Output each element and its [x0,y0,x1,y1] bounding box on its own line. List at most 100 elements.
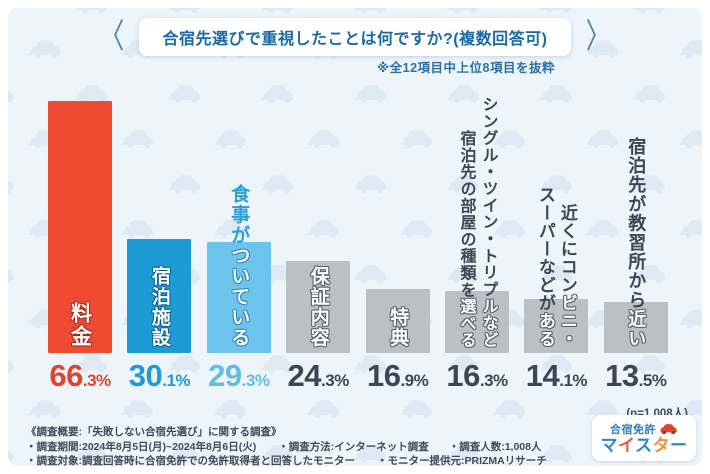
car-icon [307,400,339,419]
bar [286,261,351,353]
percent-decimal: .5% [638,371,667,390]
car-icon [586,220,618,239]
subtitle-note: ※全12項目中上位8項目を抜粋 [376,61,555,75]
car-icon [168,355,200,374]
car-icon [8,179,14,194]
bar [445,291,509,353]
logo-char: イ [618,436,635,455]
car-icon [354,445,386,464]
bar-label-segment: 料金 [68,302,92,348]
bar-label-segment: 近い [626,309,647,348]
car-icon [8,359,14,374]
car-icon [447,265,479,284]
percent-integer: 14 [525,358,560,393]
car-icon [354,175,386,194]
logo-char: マ [600,436,618,455]
bar-label: 宿泊先が教習所から近い [604,137,668,348]
car-icon [633,355,665,374]
bar-label-segment: 宿泊施設 [148,266,170,348]
car-icon [214,220,246,239]
bar-chart: 料金 66.3% 宿泊施設 30.1% 食事がついている 29.3% 保証内容 24.3% 特典… [8,8,702,466]
car-icon [493,220,525,239]
car-icon [493,400,525,419]
percent-integer: 66 [49,358,83,393]
percent-integer: 16 [366,358,401,393]
car-icon [8,89,14,104]
bar-label-segment: スーパーなどが [535,186,555,312]
bar [206,242,271,353]
car-icon [447,175,479,194]
bar-label-segment: ビニ・ [557,294,577,348]
car-icon [168,85,200,104]
bar-label-segment: ついている [228,245,250,349]
bar-label-column: 近くにコンビニ・ [557,204,578,348]
car-icon [447,355,479,374]
car-icon [168,175,200,194]
footer-text: ・調査期間:2024年8月5日(月)~2024年8月6日(火) [26,440,257,453]
car-icon [121,220,153,239]
percent-decimal: .9% [400,371,429,390]
car-icon [447,8,479,14]
car-icon [633,8,665,14]
car-icon [307,130,339,149]
bar-percent: 14.1% [516,358,596,394]
car-icon [679,130,702,149]
bar-label-segment: 保証内容 [307,266,329,348]
header: 〈 合宿先選びで重視したことは何ですか?(複数回答可) 〉 [8,18,702,56]
percent-integer: 29 [208,358,242,393]
bar-percent: 24.3% [278,358,358,394]
car-icon [168,8,200,14]
car-icon [75,8,107,14]
logo-char: ー [670,436,688,455]
percent-integer: 30 [128,358,163,393]
car-icon [354,265,386,284]
bar-label-segment: 宿泊先の部屋の種類を [457,129,475,298]
car-icon [354,85,386,104]
car-icon [28,40,60,59]
car-icon [8,449,14,464]
percent-integer: 13 [605,358,639,393]
logo-title-main: マイスター [601,437,688,455]
car-icon [540,85,572,104]
percent-decimal: .1% [162,371,191,390]
car-icon [214,400,246,419]
car-icon [75,355,107,374]
chevron-right-icon: 〉 [586,18,611,56]
footer-text: ・調査人数:1,008人 [448,440,542,453]
bar-percent: 13.5% [596,358,676,394]
car-icon [121,130,153,149]
car-icon [261,175,293,194]
bar-label-segment: ある [535,312,555,348]
car-icon [261,8,293,14]
car-icon [261,355,293,374]
bar-label-column: シングル・ツイン・トリプルなど [478,96,499,348]
footer-line-2: ・調査期間:2024年8月5日(月)~2024年8月6日(火) ・調査方法:インタ… [26,440,547,455]
car-icon [28,400,60,419]
bar-label-column: 宿泊先が教習所から近い [625,137,646,348]
car-icon [400,130,432,149]
car-icon [540,445,572,464]
car-icon [679,220,702,239]
chevron-left-icon: 〈 [99,18,124,56]
logo-label: 合宿免許 [610,424,656,436]
bar-percent: 66.3% [40,358,120,394]
footer-line-3: ・調査対象:調査回答時に合宿免許での免許取得者と回答したモニター ・モニター提供元… [26,454,547,466]
percent-integer: 24 [287,358,322,393]
bar-label: 宿泊施設 [127,266,191,348]
logo: 合宿免許 マイスター [592,415,696,461]
bar-label-column: 食事がついている [228,184,249,348]
bar-label-segment: 特典 [387,307,409,348]
bar-label: 料金 [48,302,112,348]
footer-line-1: 《調査概要:「失敗しない合宿先選び」に関する調査》 [26,425,547,440]
percent-decimal: .3% [241,371,270,390]
bar [127,239,192,353]
car-icon [354,8,386,14]
bar-percent: 29.3% [199,358,279,394]
car-icon [586,40,618,59]
panel: 〈 合宿先選びで重視したことは何ですか?(複数回答可) 〉 ※全12項目中上位8… [8,8,702,466]
car-icon [540,8,572,14]
car-icon [447,85,479,104]
bar-label-column: 宿泊施設 [149,266,170,348]
bar-label-column: 料金 [68,302,92,348]
car-icon [493,130,525,149]
